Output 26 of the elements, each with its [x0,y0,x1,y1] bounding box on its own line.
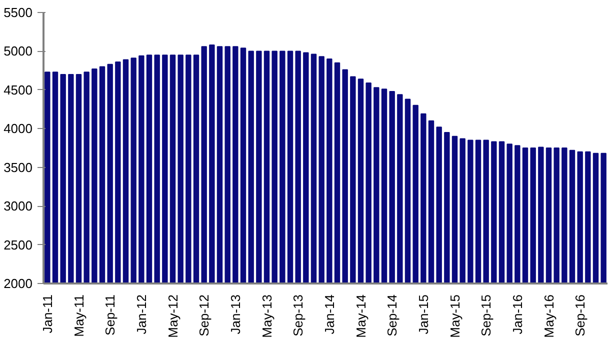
x-tick-label: Sep-15 [478,294,494,336]
x-tick-label: Sep-14 [384,294,400,336]
x-tick-label: May-15 [447,294,462,338]
x-tick-label: Sep-16 [572,294,588,336]
x-tick-label: Jan-13 [228,294,243,334]
y-tick-label: 4500 [4,82,32,98]
y-tick-label: 4000 [4,121,32,136]
x-tick-label: Jan-11 [40,294,55,334]
x-tick-label: Jan-16 [510,294,525,334]
x-tick-label: Jan-12 [134,294,149,334]
y-tick-label: 3000 [4,198,32,214]
x-tick-label: May-11 [71,294,86,337]
x-tick-label: May-16 [541,294,556,338]
x-tick-label: May-14 [353,294,368,338]
x-tick-label: Jan-14 [322,294,337,334]
y-tick-label: 3500 [4,160,32,175]
x-tick-label: Sep-12 [196,294,212,336]
x-tick-label: Sep-11 [102,294,118,336]
y-tick-label: 5000 [4,44,32,59]
y-tick-label: 2000 [4,276,32,291]
x-tick-label: Jan-15 [416,294,431,334]
y-tick-label: 2500 [4,237,32,252]
x-tick-label: Sep-13 [290,294,306,336]
x-tick-label: May-12 [165,294,180,338]
y-tick-label: 5500 [4,5,32,20]
x-tick-label: May-13 [259,294,274,338]
